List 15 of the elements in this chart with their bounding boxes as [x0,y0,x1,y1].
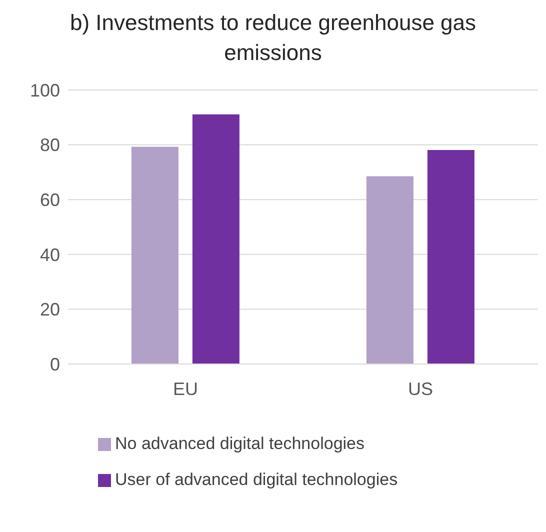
y-tick-label: 20 [40,300,60,320]
y-tick-label: 80 [40,135,60,156]
legend-label: User of advanced digital technologies [115,469,399,491]
y-tick-label: 60 [40,190,60,210]
y-tick-label: 100 [30,80,60,100]
legend-label: No advanced digital technologies [115,433,366,455]
y-tick-label: 0 [50,354,60,374]
bar [366,176,414,364]
x-tick-label: EU [172,378,198,399]
y-tick-label: 40 [40,244,60,265]
chart-title: b) Investments to reduce greenhouse gas emissions [68,9,478,67]
x-tick-label: US [408,378,434,399]
bar [131,146,178,364]
bar [192,114,240,364]
bar [427,150,474,364]
